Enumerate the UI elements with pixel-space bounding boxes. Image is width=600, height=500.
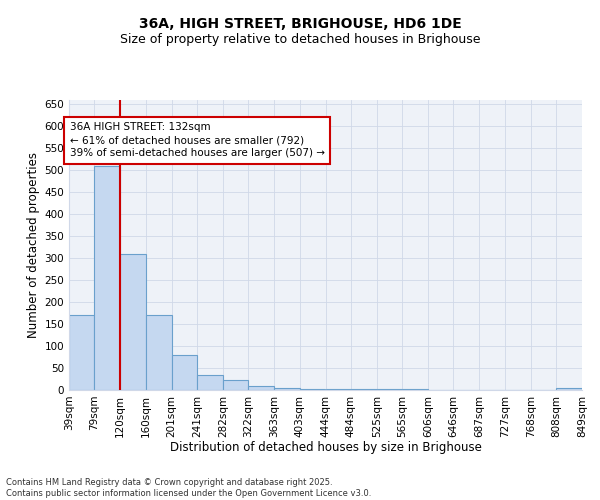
Bar <box>94 166 120 390</box>
Bar <box>556 388 582 390</box>
Bar <box>248 386 274 390</box>
Bar <box>223 380 248 390</box>
Bar <box>377 389 402 390</box>
X-axis label: Distribution of detached houses by size in Brighouse: Distribution of detached houses by size … <box>170 441 481 454</box>
Text: Size of property relative to detached houses in Brighouse: Size of property relative to detached ho… <box>120 32 480 46</box>
Bar <box>69 316 94 390</box>
Y-axis label: Number of detached properties: Number of detached properties <box>27 152 40 338</box>
Text: 36A HIGH STREET: 132sqm
← 61% of detached houses are smaller (792)
39% of semi-d: 36A HIGH STREET: 132sqm ← 61% of detache… <box>70 122 325 158</box>
Bar <box>325 388 351 390</box>
Bar <box>299 388 325 390</box>
Bar <box>172 355 197 390</box>
Bar <box>146 316 172 390</box>
Text: Contains HM Land Registry data © Crown copyright and database right 2025.
Contai: Contains HM Land Registry data © Crown c… <box>6 478 371 498</box>
Bar <box>120 254 146 390</box>
Bar <box>351 389 377 390</box>
Bar <box>274 388 299 390</box>
Bar <box>197 374 223 390</box>
Bar <box>402 389 428 390</box>
Text: 36A, HIGH STREET, BRIGHOUSE, HD6 1DE: 36A, HIGH STREET, BRIGHOUSE, HD6 1DE <box>139 18 461 32</box>
